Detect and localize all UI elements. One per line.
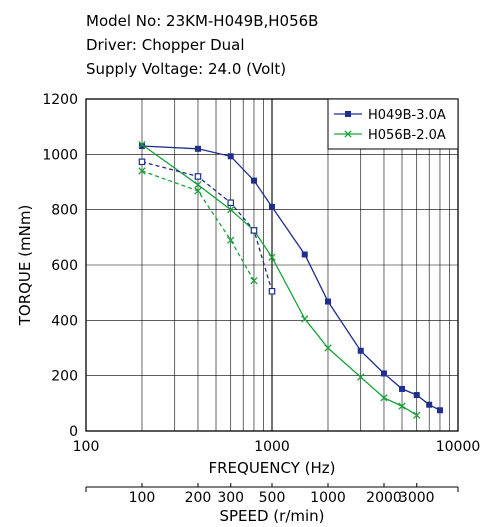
y-tick-label: 600 — [51, 258, 78, 274]
y-tick-label: 800 — [51, 203, 78, 219]
data-point — [301, 315, 309, 323]
data-point — [436, 407, 443, 414]
data-point — [426, 401, 433, 408]
data-point — [250, 177, 257, 184]
driver-label: Driver: Chopper Dual — [86, 36, 245, 54]
legend-entry: H056B-2.0A — [368, 128, 446, 143]
x-tick-label: 10000 — [436, 439, 481, 455]
data-point — [268, 287, 276, 295]
speed-tick-label: 100 — [129, 490, 156, 506]
x-tick-label: 100 — [73, 439, 100, 455]
x-tick-label: 1000 — [254, 439, 290, 455]
data-point — [324, 298, 331, 305]
y-tick-label: 0 — [69, 424, 78, 440]
data-point — [357, 347, 364, 354]
supply-voltage: Supply Voltage: 24.0 (Volt) — [86, 60, 286, 78]
y-tick-labels: 0 200 400 600 800 1000 1200 — [42, 92, 78, 440]
data-point — [344, 130, 352, 138]
data-point — [413, 411, 421, 419]
data-point — [269, 203, 275, 210]
legend: H049B-3.0A H056B-2.0A — [327, 98, 459, 150]
data-point — [250, 277, 258, 285]
legend-box — [327, 98, 459, 150]
y-tick-label: 1200 — [42, 92, 78, 108]
data-point — [399, 385, 406, 392]
series-line — [141, 170, 255, 282]
speed-tick-label: 300 — [217, 490, 244, 506]
data-point — [138, 167, 146, 175]
x-tick-labels: 100 1000 10000 — [73, 439, 481, 455]
speed-tick-label: 3000 — [399, 490, 435, 506]
data-point — [357, 373, 365, 381]
series-lines — [141, 144, 441, 416]
speed-axis-label: SPEED (r/min) — [219, 507, 324, 525]
data-point — [138, 140, 146, 149]
data-point — [227, 206, 235, 214]
y-tick-label: 200 — [51, 369, 78, 385]
speed-tick-label: 200 — [185, 490, 212, 506]
data-point — [227, 153, 234, 160]
data-point — [250, 227, 258, 234]
model-number: Model No: 23KM-H049B,H056B — [86, 12, 318, 30]
data-point — [398, 402, 406, 410]
y-axis-label: TORQUE (mNm) — [16, 205, 34, 327]
speed-tick-label: 1000 — [310, 490, 346, 506]
series-line — [141, 145, 441, 411]
y-tick-label: 400 — [51, 313, 78, 329]
data-point — [345, 111, 351, 117]
speed-tick-label: 500 — [259, 490, 286, 506]
data-point — [380, 394, 388, 402]
data-point — [413, 392, 420, 399]
data-point — [380, 370, 387, 377]
plot-frame — [85, 98, 459, 432]
grid-lines — [86, 99, 458, 431]
data-point — [324, 344, 332, 352]
x-axis-label: FREQUENCY (Hz) — [208, 459, 335, 477]
legend-entry: H049B-3.0A — [368, 108, 446, 123]
data-point — [194, 181, 202, 189]
data-point — [301, 251, 308, 258]
data-point — [227, 236, 235, 244]
data-point — [194, 173, 202, 180]
series-markers — [138, 140, 443, 419]
y-tick-label: 1000 — [42, 147, 78, 163]
data-point — [138, 158, 146, 166]
data-point — [227, 199, 235, 207]
data-point — [268, 253, 276, 261]
data-point — [138, 143, 145, 150]
data-point — [194, 187, 202, 195]
data-point — [194, 145, 201, 152]
speed-tick-label: 2000 — [366, 490, 402, 506]
